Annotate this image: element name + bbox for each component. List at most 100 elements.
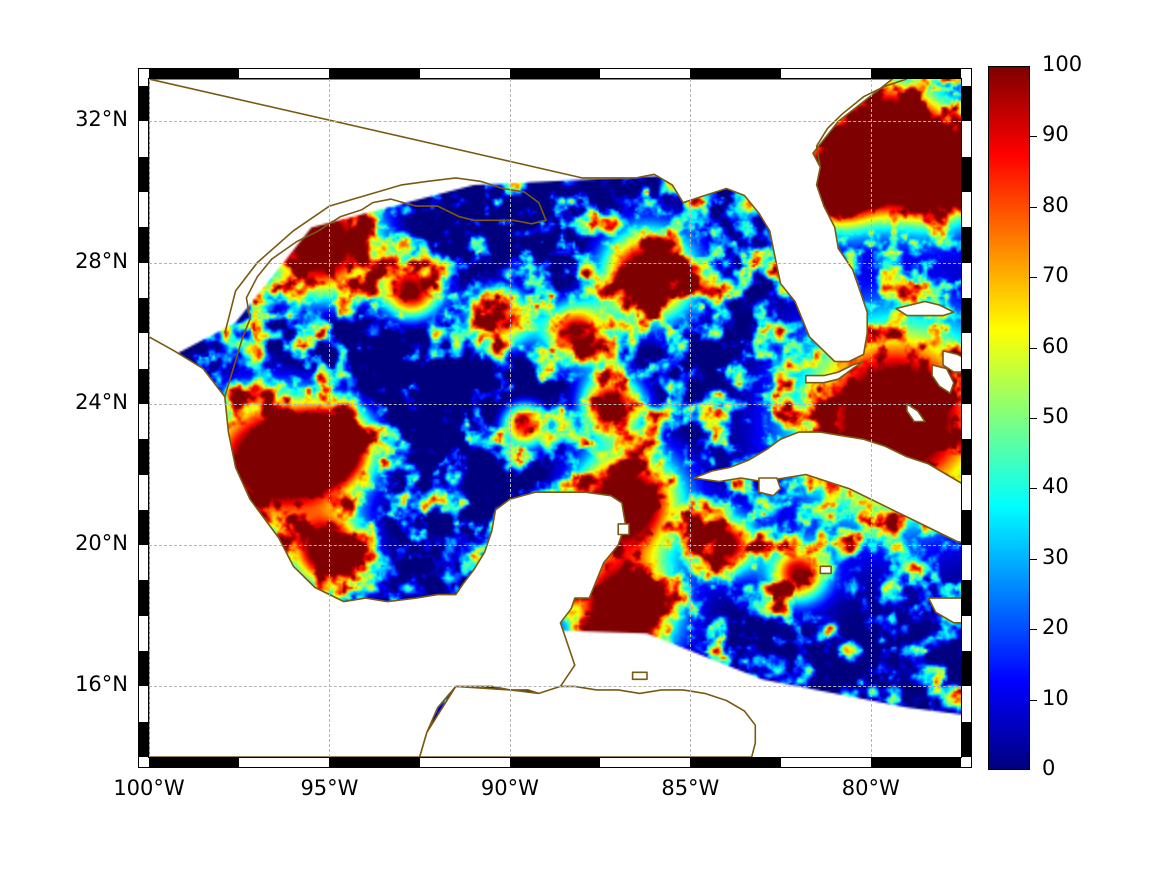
frame-checker-segment bbox=[149, 68, 240, 79]
frame-checker-segment bbox=[138, 439, 149, 475]
frame-checker-segment bbox=[138, 156, 149, 192]
colorbar-tick-mark bbox=[1030, 418, 1037, 419]
gridline-lat bbox=[149, 262, 961, 264]
frame-checker-segment bbox=[239, 757, 330, 768]
frame-checker-segment bbox=[138, 297, 149, 334]
y-tick-label: 24°N bbox=[75, 389, 128, 414]
x-tick-label: 95°W bbox=[300, 776, 359, 800]
frame-checker-segment bbox=[780, 68, 871, 79]
colorbar-tick-label: 0 bbox=[1042, 756, 1056, 780]
frame-checker-segment bbox=[138, 192, 149, 228]
frame-checker-segment bbox=[138, 368, 149, 404]
frame-checker-segment bbox=[961, 333, 972, 369]
frame-checker-segment bbox=[138, 333, 149, 369]
y-tick-label: 16°N bbox=[75, 672, 128, 697]
colorbar-tick-label: 50 bbox=[1042, 404, 1069, 428]
frame-checker-segment bbox=[961, 439, 972, 475]
frame-checker-segment bbox=[961, 79, 972, 87]
frame-checker-segment bbox=[138, 545, 149, 581]
frame-checker-segment bbox=[961, 580, 972, 616]
frame-checker-segment bbox=[138, 403, 149, 440]
frame-checker-segment bbox=[419, 757, 510, 768]
x-tick-label: 100°W bbox=[113, 776, 185, 800]
map-axes[interactable] bbox=[138, 68, 972, 768]
frame-checker-segment bbox=[961, 192, 972, 228]
frame-checker-segment bbox=[961, 615, 972, 652]
frame-checker-segment bbox=[138, 721, 149, 757]
frame-checker-segment bbox=[961, 686, 972, 722]
gridline-lon bbox=[509, 79, 511, 757]
gridline-lon bbox=[149, 79, 150, 757]
colorbar-gradient bbox=[988, 66, 1030, 770]
colorbar-tick-mark bbox=[1030, 699, 1037, 701]
frame-checker-segment bbox=[961, 403, 972, 440]
frame-checker-segment bbox=[138, 651, 149, 687]
data-field-canvas bbox=[149, 79, 961, 757]
colorbar-tick-mark bbox=[1030, 277, 1037, 279]
frame-checker-segment bbox=[138, 686, 149, 722]
gridline-lon bbox=[690, 79, 692, 757]
frame-checker-segment bbox=[600, 68, 691, 79]
frame-checker-segment bbox=[138, 121, 149, 157]
frame-checker-segment bbox=[870, 68, 961, 79]
colorbar-tick-mark bbox=[1030, 558, 1037, 560]
colorbar-tick-label: 10 bbox=[1042, 685, 1069, 710]
colorbar-tick-label: 80 bbox=[1042, 192, 1069, 217]
colorbar[interactable]: 0 10 20 30 40 50 60 70 80 90 100 bbox=[988, 52, 1082, 780]
frame-checker-segment bbox=[961, 651, 972, 687]
frame-checker-segment bbox=[961, 86, 972, 122]
frame-band-top bbox=[138, 68, 972, 79]
frame-checker-segment bbox=[138, 509, 149, 546]
frame-band-left bbox=[138, 68, 149, 768]
frame-checker-segment bbox=[961, 368, 972, 404]
frame-checker-segment bbox=[509, 757, 601, 768]
frame-checker-segment bbox=[149, 757, 240, 768]
colorbar-tick-label: 30 bbox=[1042, 544, 1069, 569]
y-tick-label: 32°N bbox=[75, 107, 128, 132]
frame-checker-segment bbox=[419, 68, 510, 79]
x-tick-label: 90°W bbox=[480, 776, 539, 800]
frame-checker-segment bbox=[961, 121, 972, 157]
map-plot-area[interactable] bbox=[149, 79, 961, 757]
gridline-lon bbox=[870, 79, 872, 757]
x-tick-label: 85°W bbox=[661, 776, 720, 800]
frame-checker-segment bbox=[780, 757, 871, 768]
frame-checker-segment bbox=[961, 545, 972, 581]
frame-checker-segment bbox=[329, 757, 420, 768]
colorbar-tick-label: 60 bbox=[1042, 333, 1069, 358]
frame-checker-segment bbox=[870, 757, 961, 768]
gridline-lat bbox=[149, 545, 961, 547]
frame-checker-segment bbox=[600, 757, 691, 768]
frame-checker-segment bbox=[961, 474, 972, 510]
frame-checker-segment bbox=[961, 509, 972, 546]
gridline-lat bbox=[149, 121, 961, 123]
frame-band-bottom bbox=[138, 757, 972, 768]
frame-checker-segment bbox=[690, 757, 781, 768]
frame-checker-segment bbox=[138, 227, 149, 263]
colorbar-tick-label: 20 bbox=[1042, 615, 1069, 640]
frame-checker-segment bbox=[138, 262, 149, 298]
gridline-lon bbox=[329, 79, 331, 757]
frame-checker-segment bbox=[690, 68, 781, 79]
colorbar-tick-mark bbox=[1030, 136, 1037, 138]
frame-checker-segment bbox=[329, 68, 420, 79]
colorbar-tick-label: 100 bbox=[1042, 52, 1083, 76]
frame-checker-segment bbox=[961, 227, 972, 263]
colorbar-tick-mark bbox=[1030, 629, 1037, 631]
frame-checker-segment bbox=[961, 156, 972, 192]
frame-checker-segment bbox=[961, 262, 972, 298]
frame-checker-segment bbox=[961, 297, 972, 334]
frame-checker-segment bbox=[138, 474, 149, 510]
colorbar-tick-mark bbox=[1030, 347, 1037, 349]
frame-checker-segment bbox=[138, 580, 149, 616]
frame-checker-segment bbox=[138, 79, 149, 87]
colorbar-tick-mark bbox=[1030, 488, 1037, 490]
frame-checker-segment bbox=[239, 68, 330, 79]
heatmap-raster bbox=[149, 79, 961, 757]
frame-band-right bbox=[961, 68, 972, 768]
frame-checker-segment bbox=[961, 721, 972, 757]
gridline-lat bbox=[149, 403, 961, 405]
colorbar-tick-label: 90 bbox=[1042, 122, 1069, 147]
colorbar-tick-label: 70 bbox=[1042, 263, 1069, 288]
frame-checker-segment bbox=[138, 86, 149, 122]
